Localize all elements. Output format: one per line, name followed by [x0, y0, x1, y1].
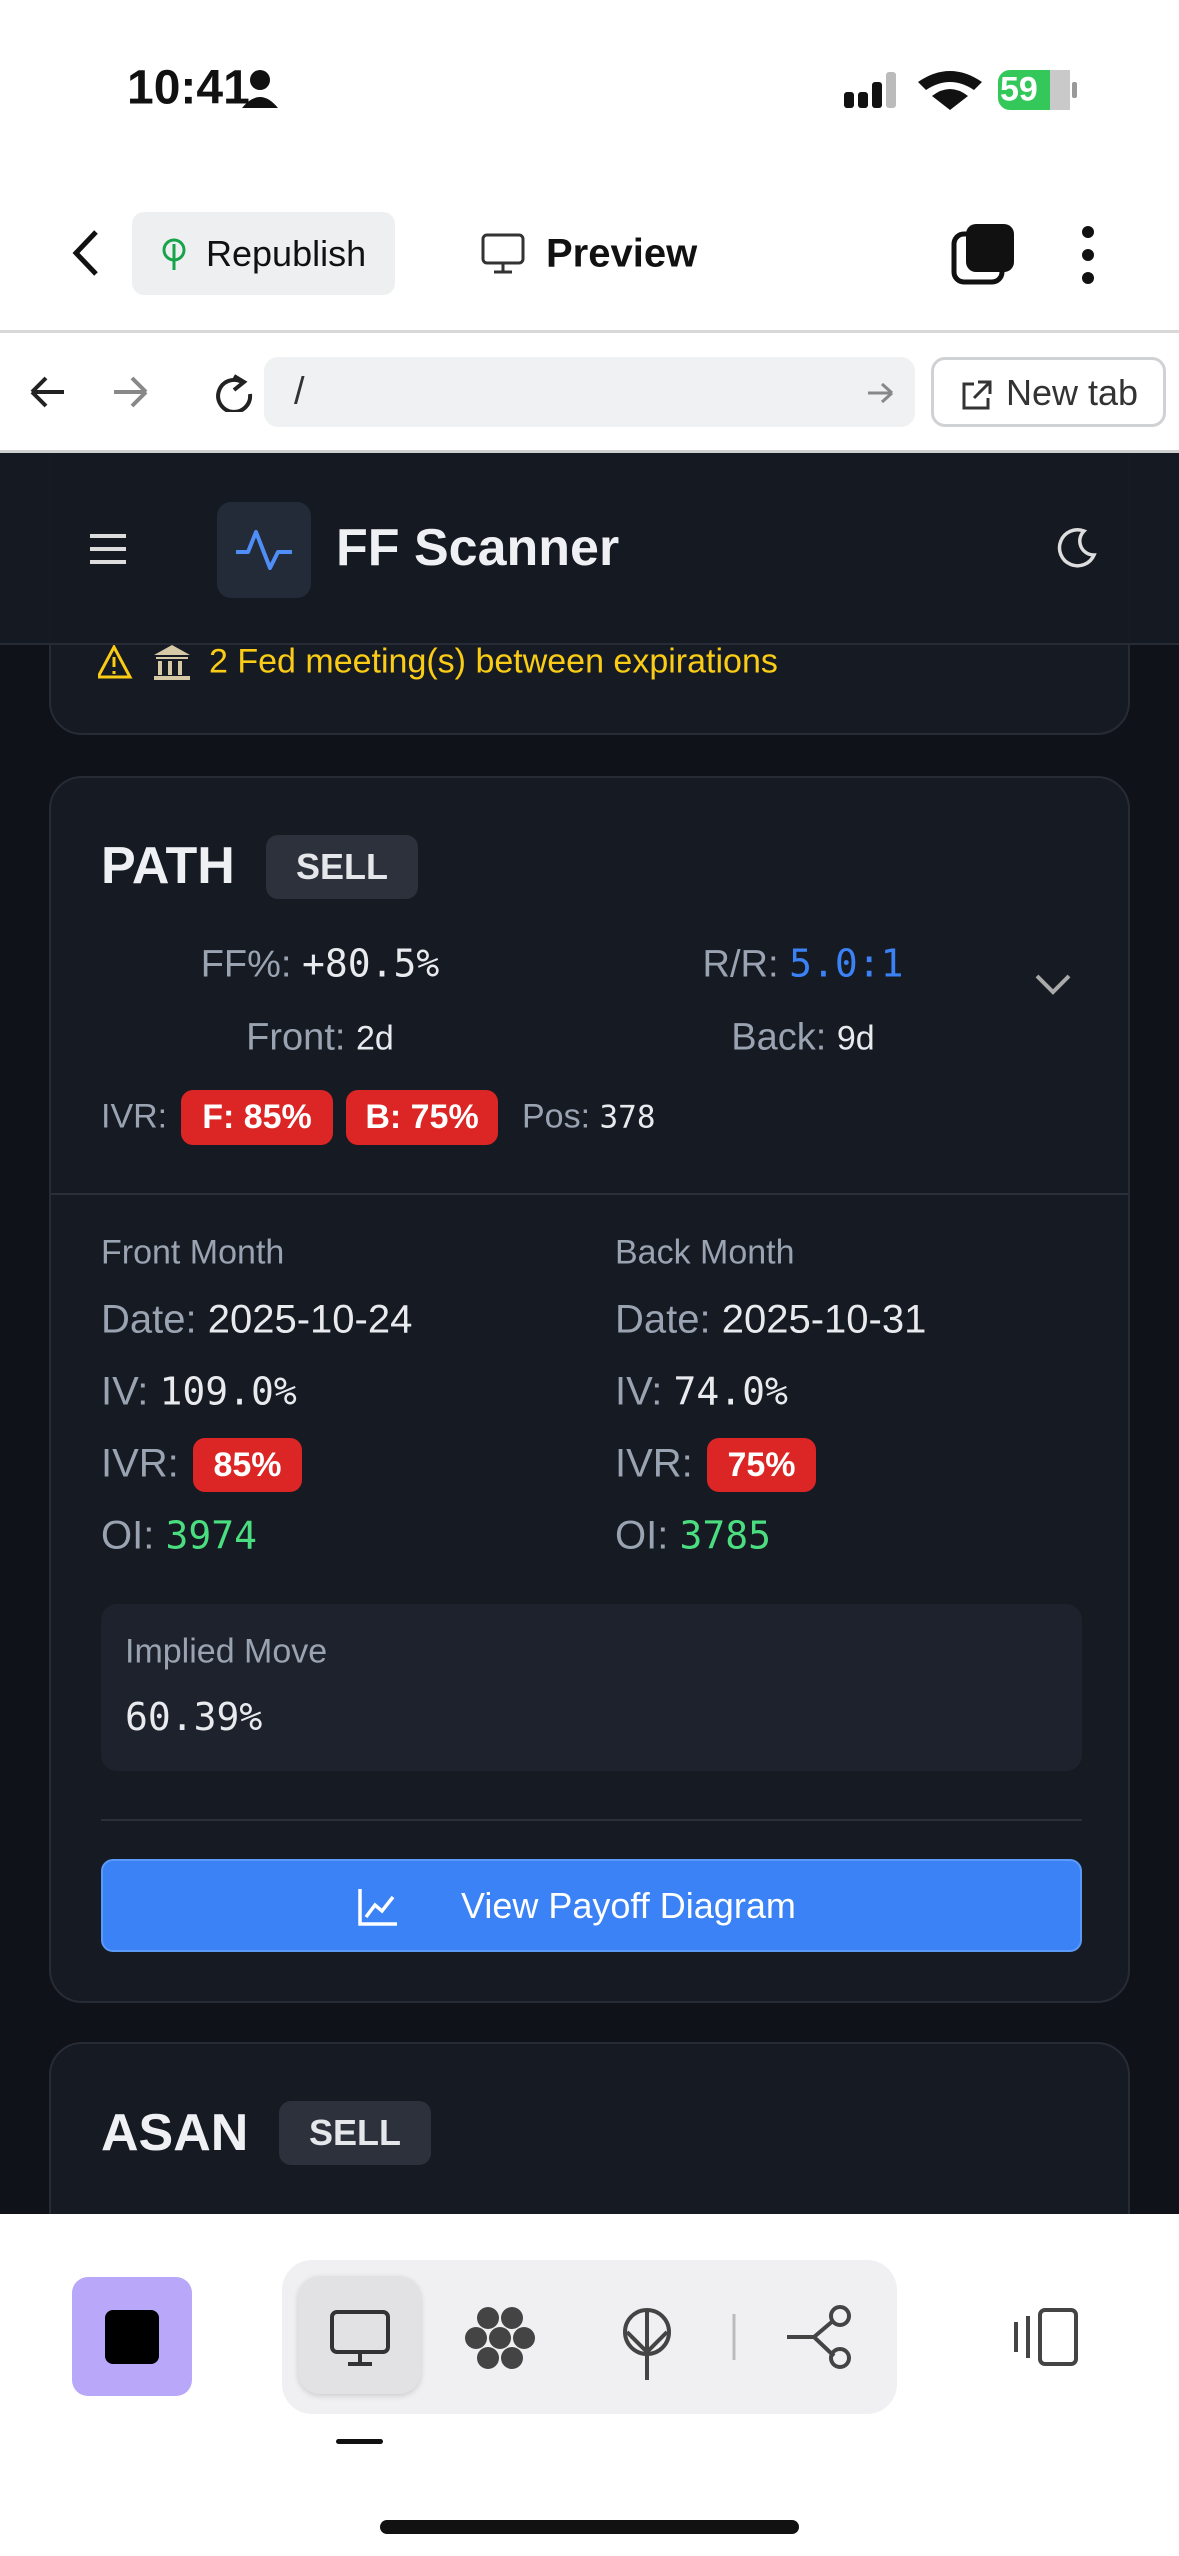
active-indicator: [336, 2439, 383, 2444]
chart-icon: [358, 1889, 397, 1926]
logo: [217, 502, 311, 598]
ivr-back-badge: B: 75%: [346, 1090, 498, 1145]
menu-button[interactable]: [88, 533, 128, 565]
back-ivr-badge: 75%: [707, 1438, 816, 1492]
value: 3785: [679, 1513, 771, 1558]
divider: [0, 450, 1179, 453]
layout-button[interactable]: [1010, 2306, 1082, 2368]
front-value: 2d: [355, 1019, 394, 1058]
ticker: ASAN: [101, 2104, 249, 2162]
back-month-title: Back Month: [615, 1233, 795, 1272]
url-text: /: [294, 370, 305, 413]
clock: 10:41: [127, 61, 250, 115]
label: OI:: [101, 1513, 155, 1558]
person-icon: [242, 70, 278, 108]
alert-icons: [98, 643, 190, 680]
back-oi: OI: 3785: [615, 1514, 771, 1559]
value: 74.0%: [673, 1369, 788, 1414]
external-icon: [962, 380, 992, 410]
republish-label: Republish: [206, 233, 367, 274]
implied-move-value: 60.39%: [125, 1695, 263, 1739]
implied-move-label: Implied Move: [125, 1632, 328, 1671]
logo-icon: [236, 530, 292, 570]
action-badge: SELL: [279, 2101, 431, 2165]
front-days: Front: 2d: [246, 1017, 394, 1060]
url-field[interactable]: /: [264, 357, 915, 427]
value: 3974: [165, 1513, 257, 1558]
status-icons: [844, 70, 1077, 110]
label: Date:: [101, 1297, 197, 1342]
value: 109.0%: [159, 1369, 297, 1414]
new-tab-label: New tab: [1006, 372, 1139, 413]
go-icon: [868, 382, 894, 404]
stop-icon: [105, 2310, 159, 2364]
battery-level: 59: [1000, 70, 1038, 109]
action-badge: SELL: [266, 835, 418, 899]
back-days: Back: 9d: [731, 1017, 874, 1060]
pos-label: Pos:: [522, 1097, 591, 1136]
desktop-tab[interactable]: [298, 2276, 421, 2394]
ff-value: +80.5%: [302, 941, 440, 986]
back-button[interactable]: [66, 228, 106, 278]
front-iv: IV: 109.0%: [101, 1370, 297, 1415]
label: OI:: [615, 1513, 669, 1558]
app-viewport: 2 Fed meeting(s) between expirations FF …: [0, 453, 1179, 2214]
front-ivr-badge: 85%: [193, 1438, 302, 1492]
front-label: Front:: [246, 1016, 346, 1059]
ff-label: FF%:: [200, 943, 292, 986]
divider: [0, 330, 1179, 333]
result-card[interactable]: ASAN SELL: [49, 2042, 1130, 2214]
back-ivr-label: IVR:: [615, 1441, 693, 1486]
implied-move-box: Implied Move 60.39%: [101, 1604, 1082, 1771]
back-iv: IV: 74.0%: [615, 1370, 788, 1415]
front-ivr-label: IVR:: [101, 1441, 179, 1486]
new-tab-button[interactable]: New tab: [931, 357, 1166, 427]
ivr-front-badge: F: 85%: [181, 1090, 333, 1145]
front-date: Date: 2025-10-24: [101, 1298, 412, 1343]
preview-tab[interactable]: Preview: [546, 231, 698, 276]
position: Pos: 378: [522, 1098, 656, 1137]
ticker: PATH: [101, 837, 235, 895]
back-date: Date: 2025-10-31: [615, 1298, 926, 1343]
app-header: FF Scanner: [0, 453, 1179, 645]
divider: [51, 1193, 1128, 1195]
payoff-button[interactable]: View Payoff Diagram: [101, 1859, 1082, 1952]
label: Date:: [615, 1297, 711, 1342]
result-card: PATH SELL FF%: +80.5% R/R: 5.0:1 Front: …: [49, 776, 1130, 2003]
app-title: FF Scanner: [336, 519, 620, 577]
windows-button[interactable]: [950, 222, 1018, 288]
rr-label: R/R:: [702, 943, 779, 986]
ivr-label: IVR:: [101, 1097, 168, 1136]
republish-button[interactable]: Republish: [132, 212, 395, 295]
theme-toggle[interactable]: [1054, 525, 1098, 569]
value: 2025-10-31: [721, 1297, 927, 1342]
expand-button[interactable]: [1033, 972, 1073, 998]
label: IV:: [101, 1369, 149, 1414]
alert-text: 2 Fed meeting(s) between expirations: [209, 642, 778, 681]
pos-value: 378: [599, 1099, 656, 1136]
bottom-bar: [0, 2214, 1179, 2556]
back-value: 9d: [836, 1019, 875, 1058]
ff-metric: FF%: +80.5%: [201, 942, 440, 987]
home-indicator: [380, 2520, 799, 2534]
republish-icon: [162, 238, 186, 270]
rr-value: 5.0:1: [789, 941, 904, 986]
rr-metric: R/R: 5.0:1: [703, 942, 904, 987]
more-button[interactable]: [1076, 222, 1100, 288]
label: IV:: [615, 1369, 663, 1414]
preview-icon: [481, 233, 525, 274]
front-oi: OI: 3974: [101, 1514, 257, 1559]
payoff-button-label: View Payoff Diagram: [461, 1885, 796, 1926]
nav-buttons[interactable]: [28, 372, 278, 412]
mode-switcher: [282, 2260, 897, 2414]
mode-icons: [330, 2305, 851, 2380]
back-label: Back:: [731, 1016, 827, 1059]
value: 2025-10-24: [207, 1297, 413, 1342]
divider: [101, 1819, 1082, 1821]
front-month-title: Front Month: [101, 1233, 285, 1272]
stop-button[interactable]: [72, 2277, 192, 2396]
